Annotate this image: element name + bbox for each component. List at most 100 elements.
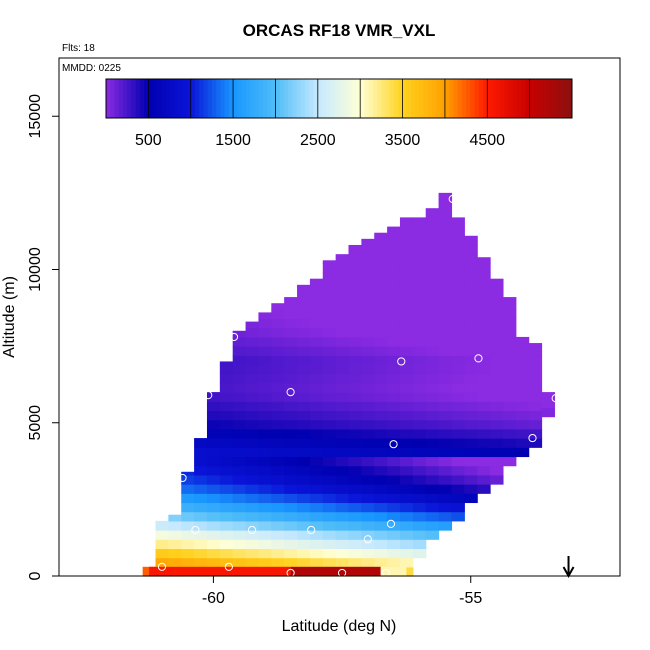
- colorbar-slice: [423, 79, 429, 118]
- colorbar-slice: [178, 79, 183, 118]
- heatmap-cell: [348, 300, 362, 310]
- heatmap-cell: [425, 208, 440, 218]
- heatmap-cell: [348, 520, 362, 531]
- heatmap-cell: [425, 373, 440, 384]
- heatmap-cell: [348, 336, 362, 347]
- colorbar-slice: [474, 79, 480, 118]
- heatmap-cell: [181, 484, 195, 494]
- heatmap-cell: [425, 290, 440, 301]
- heatmap-cell: [245, 465, 260, 476]
- heatmap-cell: [322, 346, 337, 356]
- heatmap-cell: [399, 263, 414, 274]
- heatmap-cell: [399, 428, 414, 439]
- heatmap-cell: [206, 557, 221, 568]
- heatmap-cell: [438, 493, 453, 504]
- heatmap-cell: [425, 327, 440, 338]
- heatmap-cell: [502, 428, 517, 439]
- heatmap-cell: [425, 401, 440, 412]
- heatmap-cell: [438, 346, 453, 356]
- heatmap-cell: [297, 327, 311, 338]
- heatmap-cell: [387, 382, 401, 393]
- heatmap-cell: [271, 548, 285, 559]
- heatmap-cell: [335, 382, 350, 393]
- heatmap-cell: [374, 410, 388, 421]
- heatmap-cell: [297, 290, 311, 301]
- colorbar-slice: [436, 79, 442, 118]
- heatmap-cell: [425, 217, 440, 228]
- heatmap-cell: [245, 484, 260, 494]
- heatmap-cell: [412, 493, 427, 504]
- colorbar-slice: [169, 79, 175, 118]
- colorbar-tick-label: 500: [135, 132, 162, 149]
- colorbar-slice: [173, 79, 179, 118]
- heatmap-cell: [271, 401, 285, 412]
- heatmap-cell: [399, 336, 414, 347]
- heatmap-cell: [258, 312, 272, 320]
- heatmap-cell: [284, 309, 298, 320]
- heatmap-cell: [348, 244, 362, 255]
- heatmap-cell: [245, 373, 260, 384]
- heatmap-cell: [451, 263, 465, 274]
- colorbar-slice: [487, 79, 493, 118]
- heatmap-cell: [361, 309, 375, 320]
- heatmap-cell: [374, 281, 388, 292]
- heatmap-cell: [309, 456, 324, 467]
- heatmap-cell: [322, 493, 337, 504]
- heatmap-cell: [412, 539, 427, 550]
- heatmap-cell: [374, 290, 388, 301]
- heatmap-cell: [245, 428, 260, 439]
- heatmap-cell: [297, 438, 311, 448]
- heatmap-cell: [464, 336, 478, 347]
- heatmap-cell: [348, 355, 362, 366]
- heatmap-cell: [464, 401, 478, 412]
- heatmap-cell: [309, 447, 324, 458]
- heatmap-cell: [490, 401, 504, 412]
- heatmap-cell: [322, 392, 337, 402]
- colorbar-slice: [521, 79, 526, 118]
- heatmap-cell: [245, 336, 260, 347]
- heatmap-cell: [348, 474, 362, 485]
- heatmap-cell: [245, 502, 260, 513]
- heatmap-cell: [284, 438, 298, 448]
- heatmap-cell: [168, 520, 182, 531]
- heatmap-cell: [271, 456, 285, 467]
- heatmap-cell: [361, 548, 375, 559]
- heatmap-cell: [361, 254, 375, 264]
- heatmap-cell: [348, 254, 362, 264]
- heatmap-cell: [502, 318, 517, 329]
- heatmap-cell: [451, 235, 465, 246]
- heatmap-cell: [399, 318, 414, 329]
- heatmap-cell: [309, 502, 324, 513]
- heatmap-cell: [438, 364, 453, 375]
- heatmap-cell: [348, 428, 362, 439]
- heatmap-cell: [181, 493, 195, 504]
- colorbar-tick-label: 4500: [469, 132, 505, 149]
- heatmap-cell: [297, 557, 311, 568]
- colorbar-slice: [122, 79, 128, 118]
- heatmap-cell: [412, 355, 427, 366]
- heatmap-cell: [477, 327, 491, 338]
- sample-point: [286, 568, 295, 578]
- heatmap-cell: [425, 493, 440, 504]
- heatmap-cell: [245, 410, 260, 421]
- heatmap-cell: [206, 410, 221, 421]
- heatmap-cell: [361, 281, 375, 292]
- heatmap-cell: [425, 318, 440, 329]
- chart-title: ORCAS RF18 VMR_VXL: [243, 21, 436, 40]
- colorbar-slice: [355, 79, 361, 118]
- heatmap-cell: [232, 474, 247, 485]
- heatmap-cell: [155, 557, 169, 568]
- colorbar-slice: [419, 79, 425, 118]
- heatmap-cell: [194, 456, 208, 467]
- heatmap-cell: [399, 272, 414, 283]
- heatmap-cell: [297, 401, 311, 412]
- heatmap-cell: [361, 511, 375, 522]
- colorbar-slice: [203, 79, 209, 118]
- heatmap-cell: [477, 474, 491, 485]
- heatmap-cell: [322, 456, 337, 467]
- heatmap-cell: [271, 346, 285, 356]
- heatmap-cell: [451, 419, 465, 430]
- heatmap-cell: [399, 244, 414, 255]
- heatmap-cell: [309, 511, 324, 522]
- heatmap-cell: [348, 309, 362, 320]
